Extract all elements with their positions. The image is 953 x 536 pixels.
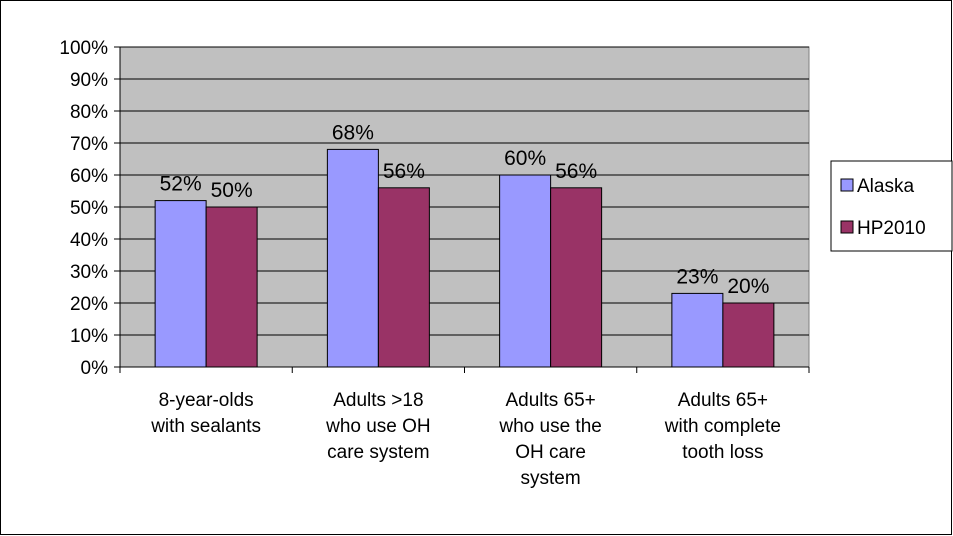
legend-label-alaska: Alaska	[857, 176, 914, 197]
bar-value-label: 56%	[555, 160, 597, 183]
x-category-label-line: system	[521, 468, 581, 489]
bar-alaska	[499, 174, 552, 368]
x-category-label-line: Adults 65+	[505, 390, 595, 411]
x-category-label-line: 8-year-olds	[159, 390, 254, 411]
x-category-label-line: tooth loss	[682, 442, 763, 463]
y-tick-label: 20%	[70, 294, 108, 315]
x-category-label: Adults 65+ with complete tooth loss	[664, 390, 781, 463]
y-tick-label: 10%	[70, 326, 108, 347]
y-tick-label: 80%	[70, 102, 108, 123]
bar-value-label: 50%	[211, 179, 253, 202]
y-tick-label: 60%	[70, 166, 108, 187]
y-tick-label: 40%	[70, 230, 108, 251]
bar-hp2010	[205, 206, 258, 368]
x-category-label-line: care system	[327, 442, 429, 463]
legend-label-hp2010: HP2010	[857, 218, 926, 239]
y-tick-label: 50%	[70, 198, 108, 219]
bar-value-label: 23%	[676, 265, 718, 288]
y-tick-label: 0%	[81, 358, 109, 379]
x-category-label-line: with complete	[664, 416, 781, 437]
x-category-label-line: Adults >18	[333, 390, 423, 411]
bar-hp2010	[377, 187, 430, 368]
x-category-label: 8-year-olds with sealants	[150, 390, 261, 437]
x-category-label-line: OH care	[515, 442, 586, 463]
bar-value-label: 52%	[160, 173, 202, 196]
bar-value-label: 20%	[727, 275, 769, 298]
y-tick-label: 90%	[70, 70, 108, 91]
bar-value-label: 68%	[332, 121, 374, 144]
x-category-label-line: with sealants	[150, 416, 261, 437]
x-category-label-line: who use the	[498, 416, 601, 437]
x-category-label-line: Adults 65+	[678, 390, 768, 411]
bar-value-label: 60%	[504, 147, 546, 170]
x-category-label-line: who use OH	[325, 416, 431, 437]
bar-alaska	[326, 148, 379, 368]
legend-swatch-alaska	[840, 178, 854, 192]
bar-alaska	[671, 292, 724, 368]
legend-box	[830, 160, 953, 252]
bar-alaska	[154, 200, 207, 368]
x-category-label: Adults >18 who use OH care system	[325, 390, 431, 463]
bar-hp2010	[550, 187, 603, 368]
y-tick-label: 100%	[59, 38, 108, 59]
y-tick-label: 30%	[70, 262, 108, 283]
legend-swatch-hp2010	[840, 220, 854, 234]
bar-value-label: 56%	[383, 160, 425, 183]
x-category-label: Adults 65+ who use the OH care system	[498, 390, 601, 489]
y-tick-label: 70%	[70, 134, 108, 155]
bar-hp2010	[722, 302, 775, 368]
